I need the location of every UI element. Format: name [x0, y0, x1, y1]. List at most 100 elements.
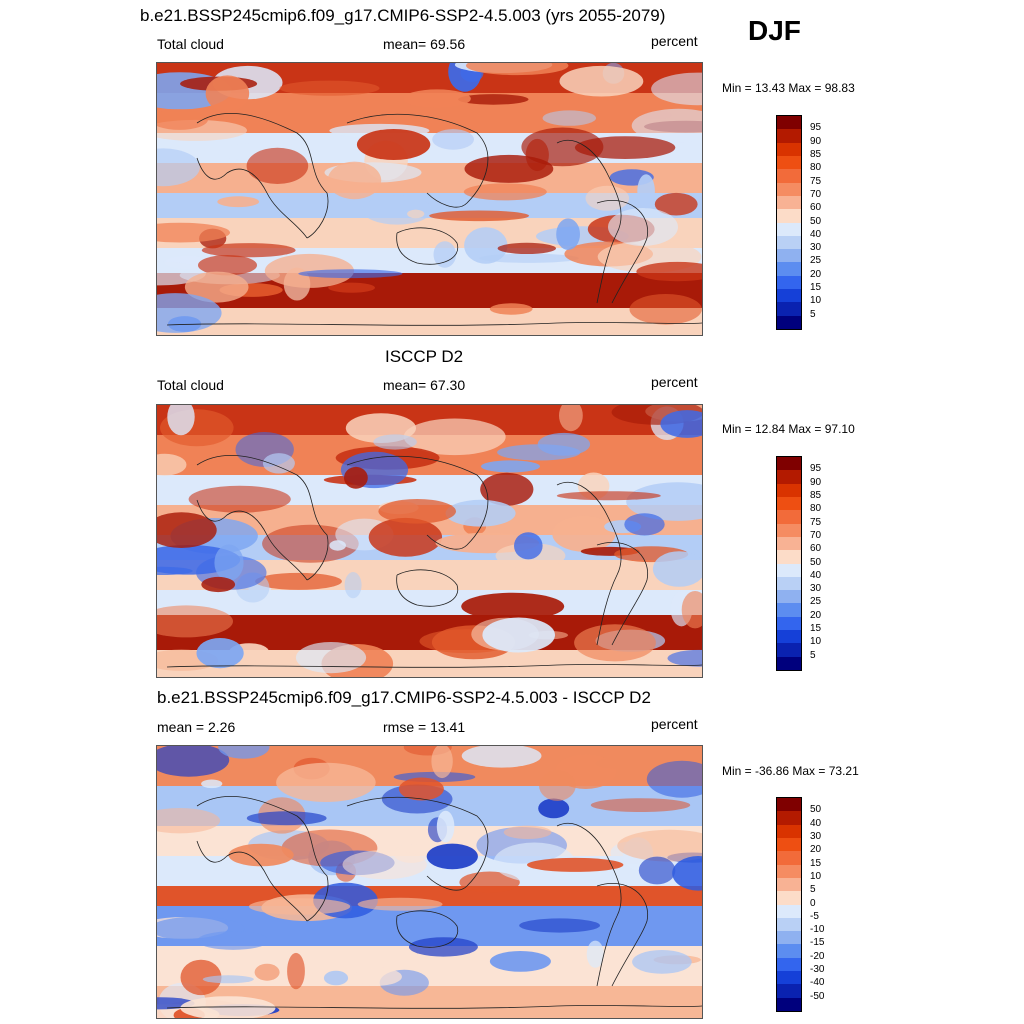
map-contour-patch [188, 485, 291, 513]
map-contour-patch [466, 63, 569, 76]
colorbar-tick-label: 90 [810, 476, 822, 488]
map-contour-patch [595, 758, 626, 769]
map-contour-patch [646, 760, 702, 798]
map-contour-patch [254, 963, 280, 981]
colorbar-segment [777, 262, 801, 276]
panel2-colorbar-ticks: 95 90 85 80 75 70 60 50 40 30 25 20 15 10 5 [810, 456, 850, 669]
colorbar-segment [777, 523, 801, 537]
map-contour-patch [586, 940, 604, 968]
panel2-variable-label: Total cloud [157, 377, 224, 393]
map-contour-patch [624, 513, 665, 536]
map-contour-patch [167, 405, 195, 436]
colorbar-segment [777, 457, 801, 471]
colorbar-segment [777, 155, 801, 170]
colorbar-tick-label: 10 [810, 295, 822, 307]
colorbar-tick-label: 5 [810, 884, 816, 896]
map-contour-patch [464, 227, 508, 264]
colorbar-segment [777, 550, 801, 564]
map-contour-patch [249, 898, 351, 915]
map-contour-patch [342, 850, 427, 880]
map-contour-patch [344, 466, 368, 489]
map-contour-patch [157, 746, 230, 777]
colorbar-tick-label: 40 [810, 228, 822, 240]
map-contour-patch [537, 432, 591, 456]
map-contour-patch [373, 434, 417, 450]
map-contour-patch [295, 642, 367, 674]
colorbar-tick-label: 5 [810, 649, 816, 661]
map-contour-patch [346, 455, 489, 550]
map-contour-patch [276, 762, 376, 802]
map-contour-patch [344, 572, 362, 599]
map-contour-patch [596, 200, 649, 304]
map-contour-patch [539, 770, 576, 801]
panel1-minmax: Min = 13.43 Max = 98.83 [722, 81, 855, 95]
colorbar-tick-label: 95 [810, 463, 822, 475]
colorbar-tick-label: -10 [810, 924, 825, 936]
map-contour-patch [362, 195, 432, 225]
map-contour-patch [353, 967, 402, 986]
map-contour-patch [436, 810, 455, 843]
map-contour-patch [157, 512, 217, 548]
colorbar-tick-label: 75 [810, 175, 822, 187]
colorbar-tick-label: -40 [810, 977, 825, 989]
map-contour-patch [556, 482, 622, 646]
map-contour-patch [279, 80, 380, 96]
map-contour-patch [262, 524, 359, 563]
colorbar-segment [777, 235, 801, 250]
colorbar-segment [777, 837, 801, 852]
colorbar-tick-label: -50 [810, 990, 825, 1002]
panel1-mean-label: mean= 69.56 [383, 36, 466, 52]
map-contour-patch [157, 808, 221, 834]
map-contour-patch [166, 1005, 702, 1009]
panel3-colorbar-ticks: 50 40 30 20 15 10 5 0 -5 -10 -15 -20 -30 -40 -50 [810, 797, 850, 1010]
map-contour-patch [196, 638, 244, 669]
season-label: DJF [748, 15, 801, 46]
map-contour-patch [378, 499, 456, 524]
map-contour-patch [596, 542, 649, 646]
colorbar-segment [777, 590, 801, 604]
colorbar-segment [777, 302, 801, 316]
colorbar-tick-label: 60 [810, 202, 822, 214]
map-contour-patch [481, 460, 540, 473]
map-contour-patch [287, 952, 305, 990]
map-contour-patch [631, 108, 702, 143]
colorbar-tick-label: 30 [810, 830, 822, 842]
colorbar-segment [777, 169, 801, 183]
map-contour-patch [617, 829, 702, 862]
colorbar-segment [777, 510, 801, 524]
map-contour-patch [559, 65, 644, 97]
map-contour-patch [574, 624, 656, 662]
colorbar-segment [777, 616, 801, 631]
map-contour-patch [298, 269, 403, 279]
panel3-colorbar [776, 797, 802, 1012]
map-contour-patch [426, 843, 478, 870]
map-contour-patch [196, 157, 308, 239]
map-contour-patch [368, 517, 443, 557]
map-contour-patch [429, 210, 529, 222]
colorbar-tick-label: 85 [810, 148, 822, 160]
map-contour-patch [166, 664, 702, 668]
map-contour-patch [585, 185, 630, 211]
map-contour-patch [461, 592, 565, 621]
map-contour-patch [407, 209, 425, 219]
colorbar-tick-label: 20 [810, 609, 822, 621]
panel3-units-label: percent [651, 716, 698, 732]
map-contour-patch [329, 540, 346, 551]
map-contour-patch [228, 843, 294, 867]
colorbar-tick-label: 60 [810, 543, 822, 555]
map-contour-patch [459, 871, 520, 893]
map-contour-patch [398, 777, 444, 801]
map-contour-patch [629, 294, 702, 325]
colorbar-segment [777, 576, 801, 591]
colorbar-segment [777, 643, 801, 657]
map-contour-patch [464, 154, 554, 183]
colorbar-segment [777, 315, 801, 329]
colorbar-segment [777, 630, 801, 644]
colorbar-segment [777, 917, 801, 932]
map-contour-patch [552, 515, 616, 552]
map-contour-patch [346, 796, 489, 891]
map-contour-patch [626, 482, 702, 521]
map-contour-patch [553, 868, 602, 881]
map-contour-patch [157, 109, 208, 130]
colorbar-tick-label: 25 [810, 255, 822, 267]
